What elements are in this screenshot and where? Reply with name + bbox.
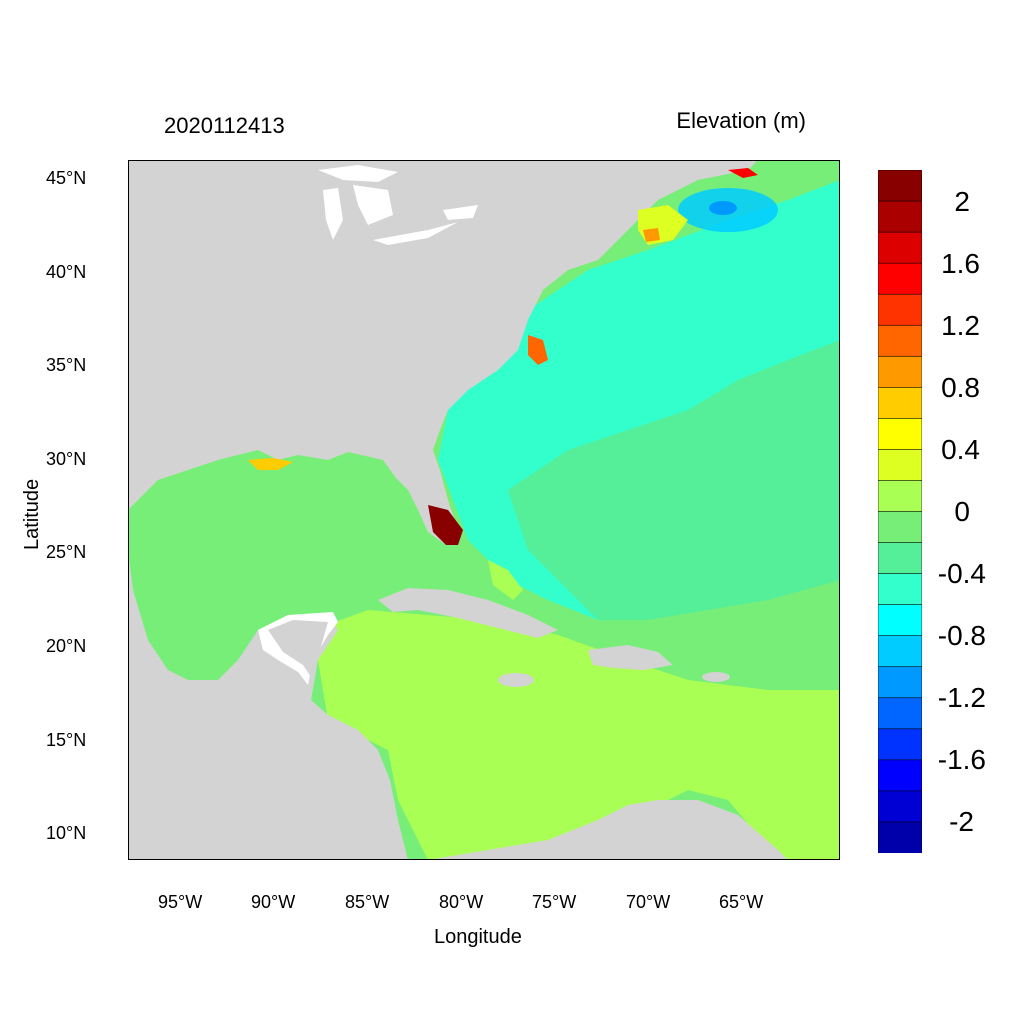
colorbar-swatch xyxy=(878,262,922,295)
x-tick-95w: 95°W xyxy=(158,892,203,912)
land-south-america xyxy=(428,800,788,860)
x-tick-75w: 75°W xyxy=(532,892,577,912)
y-tick-45: 45°N xyxy=(46,168,87,188)
colorbar-swatch xyxy=(878,449,922,482)
colorbar-swatch xyxy=(878,293,922,327)
colorbar-swatch xyxy=(878,511,922,544)
colorbar-swatch xyxy=(878,480,922,513)
y-tick-25: 25°N xyxy=(46,542,87,562)
colorbar-swatch xyxy=(878,666,922,699)
y-tick-35: 35°N xyxy=(46,355,87,375)
lake-huron xyxy=(353,185,393,225)
y-tick-10: 10°N xyxy=(46,823,87,843)
date-code-title: 2020112413 xyxy=(164,113,285,138)
colorbar-swatch xyxy=(878,821,922,853)
caribbean-region xyxy=(313,610,840,860)
colorbar-label-neg-1-6: -1.6 xyxy=(937,744,986,775)
colorbar-swatch xyxy=(878,759,922,792)
variable-title: Elevation (m) xyxy=(676,108,806,133)
colorbar-swatch xyxy=(878,231,922,264)
x-tick-90w: 90°W xyxy=(251,892,296,912)
bahamas-shallow xyxy=(488,560,523,600)
land-north-america xyxy=(128,160,758,545)
x-tick-65w: 65°W xyxy=(719,892,764,912)
y-tick-30: 30°N xyxy=(46,449,87,469)
colorbar-swatch xyxy=(878,418,922,451)
colorbar-label-1-2: 1.2 xyxy=(941,310,980,341)
land-mexico xyxy=(128,550,408,860)
lake-superior xyxy=(318,165,398,182)
lake-michigan xyxy=(323,188,343,240)
x-tick-80w: 80°W xyxy=(439,892,484,912)
y-tick-20: 20°N xyxy=(46,636,87,656)
colorbar-swatch xyxy=(878,170,922,202)
colorbar xyxy=(878,170,922,853)
colorbar-label-2: 2 xyxy=(954,186,970,217)
colorbar-swatch xyxy=(878,387,922,420)
colorbar-swatch xyxy=(878,324,922,358)
colorbar-swatch xyxy=(878,573,922,606)
land-jamaica xyxy=(498,673,534,687)
y-tick-15: 15°N xyxy=(46,730,87,750)
colorbar-swatch xyxy=(878,697,922,730)
y-axis-label: Latitude xyxy=(21,478,43,550)
y-tick-40: 40°N xyxy=(46,262,87,282)
colorbar-label-0-4: 0.4 xyxy=(941,434,980,465)
land-cuba xyxy=(378,588,558,638)
x-axis-label: Longitude xyxy=(434,926,522,948)
colorbar-swatch xyxy=(878,728,922,761)
colorbar-label-0: 0 xyxy=(954,496,970,527)
florida-surge xyxy=(428,505,463,545)
land-hispaniola xyxy=(588,645,673,670)
colorbar-label-neg-2: -2 xyxy=(949,806,974,837)
colorbar-label-1-6: 1.6 xyxy=(941,248,980,279)
colorbar-label-neg-0-8: -0.8 xyxy=(937,620,986,651)
colorbar-swatch xyxy=(878,355,922,389)
colorbar-label-0-8: 0.8 xyxy=(941,372,980,403)
land-yucatan xyxy=(268,620,328,680)
x-tick-85w: 85°W xyxy=(345,892,390,912)
land-puerto-rico xyxy=(702,672,730,682)
colorbar-swatch xyxy=(878,604,922,637)
colorbar-swatch xyxy=(878,542,922,575)
louisiana-surge xyxy=(248,458,293,470)
gulf-of-maine-center xyxy=(709,201,737,215)
colorbar-label-neg-0-4: -0.4 xyxy=(937,558,986,589)
chesapeake-surge xyxy=(528,335,548,365)
x-tick-70w: 70°W xyxy=(626,892,671,912)
colorbar-label-neg-1-2: -1.2 xyxy=(937,682,986,713)
elevation-map xyxy=(128,160,840,860)
colorbar-swatch xyxy=(878,635,922,668)
cape-cod-surge xyxy=(643,228,660,242)
lake-ontario xyxy=(443,205,478,220)
atlantic-mid-region xyxy=(508,340,840,620)
lake-erie xyxy=(373,222,458,245)
nova-scotia-surge xyxy=(728,168,758,178)
